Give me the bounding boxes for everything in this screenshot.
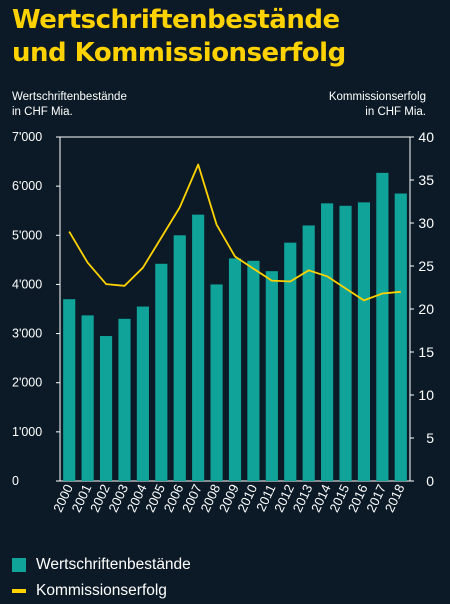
right-axis-label-line2: in CHF Mia. bbox=[365, 106, 426, 118]
right-axis-label: Kommissionserfolg in CHF Mia. bbox=[329, 90, 426, 120]
right-axis-tick-label: 30 bbox=[418, 215, 434, 231]
bar-2011 bbox=[265, 271, 278, 481]
bar-2002 bbox=[99, 336, 113, 481]
left-axis-tick-label: 2'000 bbox=[12, 376, 42, 390]
bar-2018 bbox=[394, 193, 407, 481]
legend-item-line: Kommissionserfolg bbox=[12, 578, 191, 604]
bar-2000 bbox=[63, 299, 76, 481]
bar-2010 bbox=[247, 260, 260, 481]
bar-2015 bbox=[339, 205, 352, 482]
left-axis-tick-label: 6'000 bbox=[12, 179, 42, 193]
bar-2017 bbox=[376, 172, 389, 482]
bar-2006 bbox=[173, 235, 186, 481]
left-axis-label-line1: Wertschriftenbestände bbox=[12, 91, 127, 103]
bar-2005 bbox=[155, 263, 168, 481]
bar-2016 bbox=[357, 202, 371, 482]
left-axis-tick-label: 0 bbox=[12, 474, 19, 488]
left-axis-tick-label: 1'000 bbox=[12, 425, 42, 439]
chart-title-line2: und Kommissionserfolg bbox=[12, 38, 346, 68]
bar-2013 bbox=[302, 225, 315, 481]
bar-2004 bbox=[136, 306, 149, 481]
line-kommissionserfolg bbox=[68, 163, 401, 302]
right-axis-tick-label: 10 bbox=[418, 387, 434, 403]
chart-title-line1: Wertschriftenbestände bbox=[12, 5, 340, 35]
right-axis-tick-label: 20 bbox=[418, 301, 434, 317]
legend-swatch-bars bbox=[12, 558, 26, 572]
legend-label-bars: Wertschriftenbestände bbox=[36, 556, 191, 573]
chart-title: Wertschriftenbestände und Kommissionserf… bbox=[12, 4, 346, 70]
right-axis-tick-label: 0 bbox=[426, 473, 434, 489]
left-axis-tick-label: 3'000 bbox=[12, 327, 42, 341]
left-axis-label: Wertschriftenbestände in CHF Mia. bbox=[12, 90, 127, 120]
legend: Wertschriftenbestände Kommissionserfolg bbox=[12, 552, 191, 604]
bar-2003 bbox=[118, 318, 131, 481]
right-axis-tick-label: 40 bbox=[418, 129, 434, 145]
bar-2014 bbox=[321, 203, 334, 482]
legend-item-bars: Wertschriftenbestände bbox=[12, 552, 191, 578]
right-axis-tick-label: 5 bbox=[426, 430, 434, 446]
legend-label-line: Kommissionserfolg bbox=[36, 582, 167, 599]
left-axis-tick-label: 5'000 bbox=[12, 228, 42, 242]
left-axis-tick-label: 4'000 bbox=[12, 277, 42, 291]
bar-2001 bbox=[81, 315, 94, 481]
bar-2007 bbox=[192, 214, 205, 481]
right-axis-tick-label: 35 bbox=[418, 172, 434, 188]
right-axis-tick-label: 15 bbox=[418, 344, 434, 360]
right-axis-label-line1: Kommissionserfolg bbox=[328, 91, 426, 103]
left-axis-label-line2: in CHF Mia. bbox=[12, 106, 73, 118]
bar-2012 bbox=[284, 242, 297, 481]
left-axis-tick-label: 7'000 bbox=[12, 130, 42, 144]
bar-2009 bbox=[228, 258, 242, 481]
bar-2008 bbox=[210, 284, 223, 481]
right-axis-tick-label: 25 bbox=[418, 258, 434, 274]
legend-swatch-line bbox=[12, 589, 26, 593]
